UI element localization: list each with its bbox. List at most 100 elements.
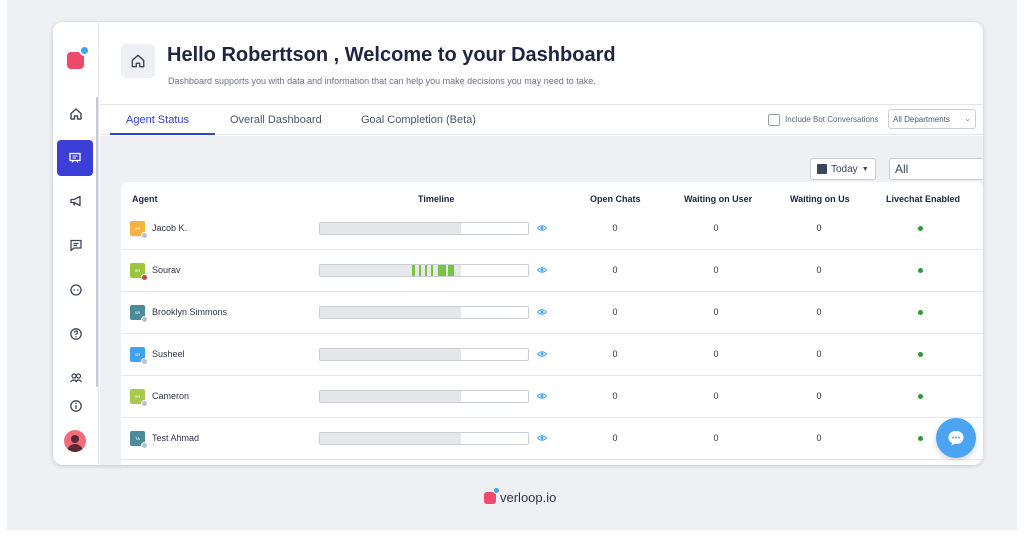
agent-name: Test Ahmad [152,433,200,443]
open-chats-value: 0 [612,391,618,401]
sidebar-item-livechat[interactable] [62,276,90,304]
sidebar [53,22,99,465]
sidebar-item-help[interactable] [62,320,90,348]
sidebar-item-home[interactable] [62,100,90,128]
agent-timeline-bar [319,390,529,403]
help-circle-icon [70,328,82,340]
timeline-activity-segment [431,265,434,276]
column-header-open-chats: Open Chats [590,194,641,204]
footer-brand-text: verloop.io [500,490,557,505]
timeline-activity-segment [437,265,446,276]
megaphone-icon [70,195,81,207]
agent-filter-select[interactable]: All ⌄ [889,158,983,180]
table-row[interactable]: SR Sourav 0 0 0 [121,250,983,292]
sidebar-item-campaigns[interactable] [62,187,90,215]
agent-name: Sourav [152,265,181,275]
column-header-waiting-on-user: Waiting on User [684,194,753,204]
agent-timeline-bar [319,222,529,235]
waiting-on-user-value: 0 [713,433,719,443]
user-avatar[interactable] [64,430,86,452]
open-chats-value: 0 [612,433,618,443]
eye-icon[interactable] [537,223,547,233]
agent-name: Susheel [152,349,185,359]
chat-widget-button[interactable] [936,418,976,458]
livechat-enabled-indicator [918,226,923,231]
agent-status-dot [141,274,148,281]
eye-icon[interactable] [537,349,547,359]
timeline-activity-segment [425,265,428,276]
open-chats-value: 0 [612,265,618,275]
date-range-button[interactable]: Today ▼ [810,158,876,180]
column-header-waiting-on-us: Waiting on Us [790,194,850,204]
eye-icon[interactable] [537,307,547,317]
timeline-elapsed [320,307,462,318]
eye-icon[interactable] [537,391,547,401]
livechat-enabled-indicator [918,436,923,441]
agent-avatar: TA [130,431,148,449]
agent-filter-value: All [895,162,909,176]
sidebar-scrollbar[interactable] [96,97,98,387]
livechat-enabled-indicator [918,352,923,357]
brand-logo-icon[interactable] [67,45,90,69]
timeline-activity-segment [418,265,421,276]
sidebar-item-conversations[interactable] [62,231,90,259]
tab-bar: Agent Status Overall Dashboard Goal Comp… [100,104,983,135]
active-tab-indicator [110,133,215,135]
waiting-on-user-value: 0 [713,349,719,359]
eye-icon[interactable] [537,433,547,443]
chat-square-icon [70,239,82,252]
column-header-livechat-enabled: Livechat Enabled [886,194,961,204]
info-icon [70,400,82,412]
dashboard-window: Hello Roberttson , Welcome to your Dashb… [53,22,983,465]
waiting-on-user-value: 0 [713,307,719,317]
timeline-elapsed [320,223,462,234]
home-badge [121,44,155,78]
agent-timeline-bar [319,348,529,361]
caret-down-icon: ▼ [861,165,869,173]
agent-avatar: SR [130,305,148,323]
waiting-on-us-value: 0 [816,223,822,233]
table-row[interactable]: TA Test Ahmad 0 0 0 [121,418,983,460]
footer-brand: verloop.io [484,486,557,505]
include-bot-label: Include Bot Conversations [785,115,879,124]
agent-name: Brooklyn Simmons [152,307,228,317]
livechat-enabled-indicator [918,268,923,273]
sidebar-item-team[interactable] [62,364,90,392]
timeline-elapsed [320,265,462,276]
home-icon [70,108,82,120]
column-header-timeline: Timeline [418,194,455,204]
eye-icon[interactable] [537,265,547,275]
timeline-elapsed [320,349,462,360]
users-icon [70,373,82,383]
table-row[interactable]: SR Jacob K. 0 0 0 [121,208,983,250]
agent-status-dot [141,316,148,323]
agent-status-dot [141,358,148,365]
department-select[interactable]: All Departments ⌄ [888,109,976,129]
agent-status-table: Agent Timeline Open Chats Waiting on Use… [121,182,983,465]
waiting-on-user-value: 0 [713,265,719,275]
table-row[interactable]: SR Cameron 0 0 0 [121,376,983,418]
timeline-activity-segment [447,265,455,276]
table-row[interactable]: SR Brooklyn Simmons 0 0 0 [121,292,983,334]
sidebar-item-info[interactable] [62,392,90,420]
tab-goal-completion[interactable]: Goal Completion (Beta) [361,114,476,126]
agent-timeline-bar [319,264,529,277]
agent-name: Jacob K. [152,223,188,233]
verloop-logo-icon [484,486,500,504]
livechat-enabled-indicator [918,310,923,315]
chat-bubble-icon [70,284,82,296]
calendar-icon [817,164,827,174]
column-header-agent: Agent [132,194,158,204]
tab-agent-status[interactable]: Agent Status [126,114,189,126]
timeline-activity-segment [411,265,415,276]
open-chats-value: 0 [612,349,618,359]
tab-overall-dashboard[interactable]: Overall Dashboard [230,114,322,126]
livechat-enabled-indicator [918,394,923,399]
agent-status-dot [141,400,148,407]
table-row[interactable]: SR Susheel 0 0 0 [121,334,983,376]
sidebar-item-dashboard[interactable] [57,140,93,176]
page-title: Hello Roberttson , Welcome to your Dashb… [167,44,616,66]
include-bot-checkbox[interactable] [768,114,780,126]
open-chats-value: 0 [612,307,618,317]
page-subtitle: Dashboard supports you with data and inf… [168,76,596,86]
